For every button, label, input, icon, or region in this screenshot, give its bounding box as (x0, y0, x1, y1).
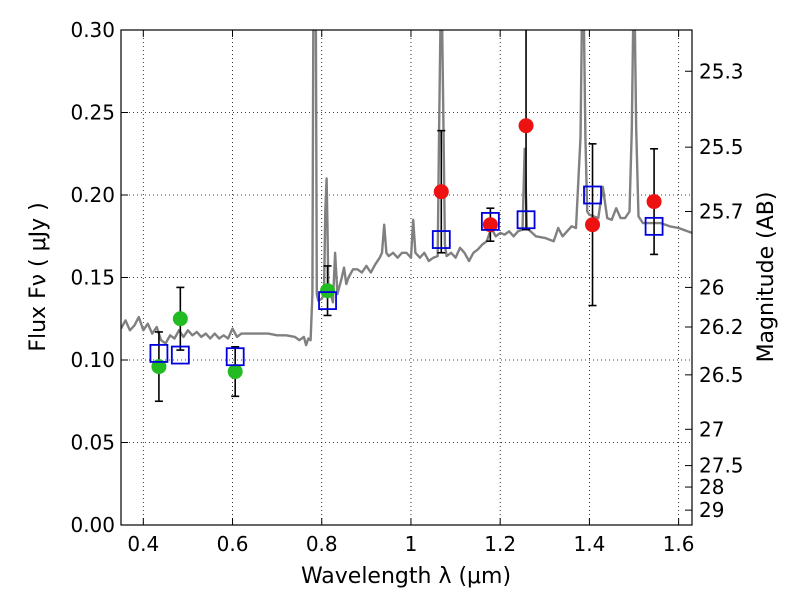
right-tick-label: 27.5 (699, 454, 744, 478)
data-point (172, 311, 188, 327)
right-tick-label: 25.7 (699, 200, 744, 224)
x-tick-label: 1.2 (484, 532, 516, 556)
data-point (151, 359, 167, 375)
data-point (518, 118, 534, 134)
plot-background (121, 30, 692, 525)
x-axis-label: Wavelength λ (μm) (301, 564, 511, 589)
y-axis-right-label: Magnitude (AB) (754, 192, 779, 363)
data-points-group (149, 30, 664, 403)
y-tick-label: 0.10 (70, 348, 115, 372)
model-photometry-point (480, 211, 500, 231)
x-tick-label: 1.6 (663, 532, 695, 556)
model-photometry-point (149, 343, 169, 363)
y-tick-label: 0.00 (70, 513, 115, 537)
x-tick-label: 1 (405, 532, 418, 556)
right-tick-label: 26 (699, 275, 724, 299)
model-photometry-point (583, 185, 602, 205)
model-photometry-point (318, 291, 337, 311)
right-tick-label: 27 (699, 417, 724, 441)
data-point (227, 364, 243, 380)
right-tick-label: 29 (699, 498, 724, 522)
y-tick-label: 0.05 (70, 431, 115, 455)
right-tick-label: 28 (699, 475, 724, 499)
data-point (482, 217, 498, 233)
right-tick-label: 25.3 (699, 59, 744, 83)
right-tick-label: 26.2 (699, 315, 744, 339)
data-point (646, 194, 662, 210)
x-tick-label: 0.8 (306, 532, 338, 556)
right-tick-label: 26.5 (699, 363, 744, 387)
model-photometry-point (644, 216, 664, 236)
data-point (320, 283, 336, 299)
x-tick-label: 0.6 (217, 532, 249, 556)
model-photometry-point (431, 230, 451, 249)
right-tick-label: 25.5 (699, 135, 744, 159)
x-tick-label: 1.4 (573, 532, 605, 556)
x-tick-label: 0.4 (127, 532, 159, 556)
model-photometry-point (225, 347, 245, 367)
model-photometry-point (516, 210, 536, 230)
y-tick-label: 0.20 (70, 183, 115, 207)
data-point (433, 184, 449, 200)
y-tick-label: 0.25 (70, 101, 115, 125)
data-point (585, 217, 601, 233)
y-tick-label: 0.15 (70, 266, 115, 290)
axis-ticks: 0.4 0.6 0.8 1 1.2 1.4 1.6 0.00 0.05 0.10 0.15 0.20 0… (70, 18, 743, 556)
y-axis-label: Flux Fν ( μJy ) (26, 202, 51, 351)
model-photometry-point (170, 345, 190, 365)
grid-lines (121, 29, 692, 526)
model-spectrum-group (121, 30, 692, 347)
y-tick-label: 0.30 (70, 18, 115, 42)
model-spectrum-line (121, 30, 692, 347)
